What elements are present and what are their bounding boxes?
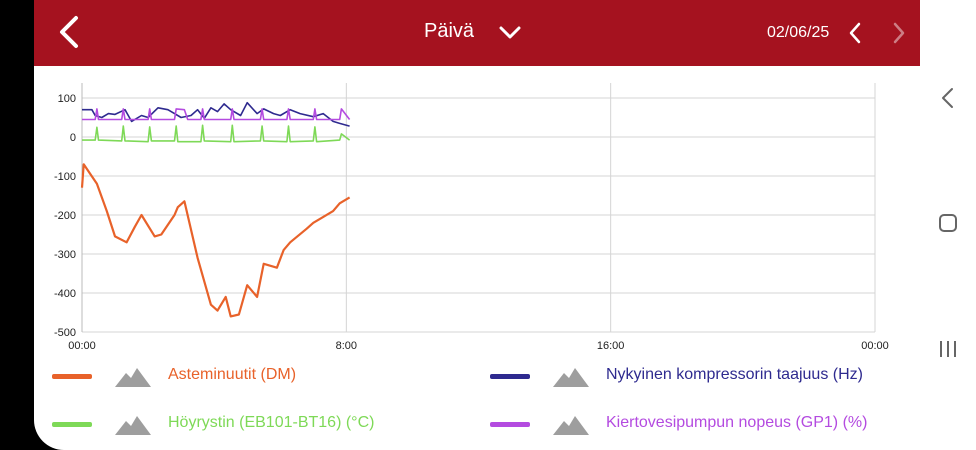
legend-swatch	[52, 422, 92, 427]
series-line-4	[82, 108, 351, 121]
legend-label: Höyrystin (EB101-BT16) (°C)	[168, 414, 375, 431]
next-date-button[interactable]	[892, 22, 906, 44]
y-tick-label: -500	[54, 327, 76, 339]
x-tick-label: 8:00	[336, 340, 357, 352]
legend-label: Kiertovesipumpun nopeus (GP1) (%)	[606, 414, 868, 431]
nav-home-icon[interactable]	[934, 209, 962, 237]
mountain-icon[interactable]	[552, 413, 590, 437]
y-tick-label: 0	[70, 132, 76, 144]
date-label: 02/06/25	[767, 24, 830, 41]
x-tick-label: 16:00	[597, 340, 625, 352]
series-line-3	[82, 124, 351, 143]
legend-swatch	[490, 374, 530, 379]
period-label[interactable]: Päivä	[424, 20, 475, 42]
x-tick-label: 00:00	[861, 340, 889, 352]
nav-back-icon[interactable]	[934, 84, 962, 112]
y-tick-label: -300	[54, 249, 76, 261]
previous-date-button[interactable]	[848, 22, 862, 44]
app-window: Päivä 02/06/25 100 0 -100 -200 -300 -400 -500 0…	[34, 0, 920, 450]
legend-swatch	[490, 422, 530, 427]
legend-swatch	[52, 374, 92, 379]
mountain-icon[interactable]	[114, 365, 152, 389]
y-tick-label: 100	[58, 93, 76, 105]
y-tick-label: -100	[54, 171, 76, 183]
x-tick-label: 00:00	[68, 340, 96, 352]
nav-recents-icon[interactable]	[934, 335, 962, 363]
y-tick-label: -200	[54, 210, 76, 222]
chart-legend: Asteminuutit (DM) Nykyinen kompressorin t…	[34, 360, 920, 450]
chevron-down-icon[interactable]	[499, 25, 521, 41]
app-header: Päivä 02/06/25	[34, 0, 920, 66]
legend-label: Asteminuutit (DM)	[168, 366, 297, 383]
system-navigation-bar	[920, 0, 976, 450]
y-tick-label: -400	[54, 288, 76, 300]
back-button[interactable]	[54, 14, 86, 50]
mountain-icon[interactable]	[114, 413, 152, 437]
mountain-icon[interactable]	[552, 365, 590, 389]
legend-label: Nykyinen kompressorin taajuus (Hz)	[606, 366, 863, 383]
series-line-1	[80, 163, 351, 318]
series-line-2	[82, 101, 350, 127]
